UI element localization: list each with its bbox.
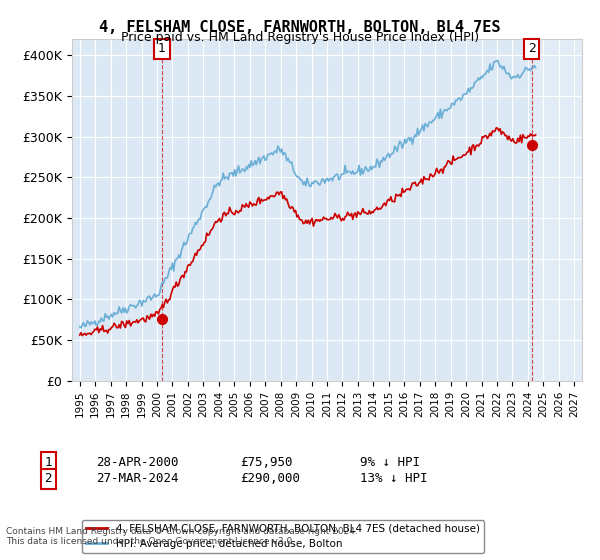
Text: 2: 2 — [44, 472, 52, 486]
Text: £75,950: £75,950 — [240, 455, 293, 469]
Text: Contains HM Land Registry data © Crown copyright and database right 2024.
This d: Contains HM Land Registry data © Crown c… — [6, 526, 358, 546]
Text: £290,000: £290,000 — [240, 472, 300, 486]
Text: 27-MAR-2024: 27-MAR-2024 — [96, 472, 179, 486]
Text: 2: 2 — [528, 43, 536, 55]
Bar — [532, 39, 582, 381]
Legend: 4, FELSHAM CLOSE, FARNWORTH, BOLTON, BL4 7ES (detached house), HPI: Average pric: 4, FELSHAM CLOSE, FARNWORTH, BOLTON, BL4… — [82, 520, 484, 553]
Text: 4, FELSHAM CLOSE, FARNWORTH, BOLTON, BL4 7ES: 4, FELSHAM CLOSE, FARNWORTH, BOLTON, BL4… — [99, 20, 501, 35]
Text: Price paid vs. HM Land Registry's House Price Index (HPI): Price paid vs. HM Land Registry's House … — [121, 31, 479, 44]
Text: 13% ↓ HPI: 13% ↓ HPI — [360, 472, 427, 486]
Bar — [532, 39, 582, 381]
Text: 9% ↓ HPI: 9% ↓ HPI — [360, 455, 420, 469]
Text: 1: 1 — [44, 455, 52, 469]
Text: 1: 1 — [158, 43, 166, 55]
Text: 28-APR-2000: 28-APR-2000 — [96, 455, 179, 469]
